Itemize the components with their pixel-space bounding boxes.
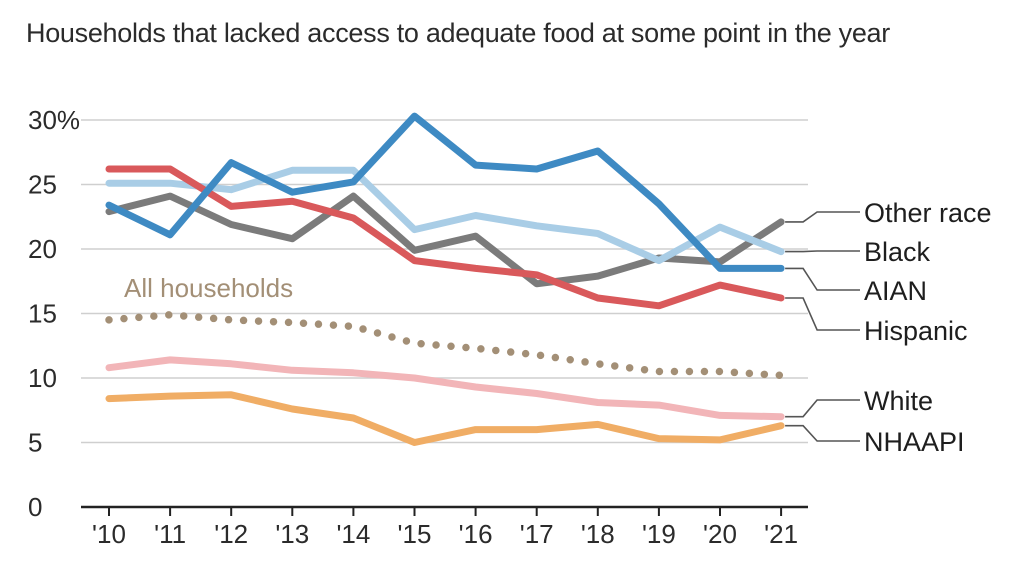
- series-line-black: [105, 166, 785, 265]
- series-line-all-households: [105, 311, 785, 380]
- legend-label: NHAAPI: [864, 427, 965, 457]
- x-tick-label: '17: [520, 519, 554, 549]
- x-tick-label: '12: [214, 519, 248, 549]
- series-annotation: All households: [124, 273, 293, 303]
- legend-label: Black: [864, 237, 931, 267]
- y-tick-label: 0: [28, 492, 42, 522]
- y-tick-label: 5: [28, 428, 42, 458]
- legend-leader-line: [785, 297, 860, 331]
- x-tick-label: '11: [154, 519, 186, 549]
- x-tick-label: '21: [764, 519, 798, 549]
- x-tick-label: '19: [642, 519, 676, 549]
- x-tick-label: '15: [398, 519, 432, 549]
- y-tick-label: 25: [28, 170, 57, 200]
- series-line-other-race: [105, 192, 785, 288]
- x-tick-label: '20: [703, 519, 737, 549]
- series-line-hispanic: [105, 165, 785, 310]
- x-tick-label: '10: [92, 519, 126, 549]
- legend-leader-line: [785, 399, 860, 418]
- x-tick-label: '13: [275, 519, 309, 549]
- annotations: All households: [124, 273, 293, 303]
- legend-leader-line: [785, 250, 860, 253]
- legend-label: AIAN: [864, 276, 927, 306]
- y-tick-label: 20: [28, 234, 57, 264]
- y-tick-label: 10: [28, 363, 57, 393]
- series-line-white: [105, 356, 785, 421]
- legend: Other race Black AIAN Hispanic White NHAAPI: [785, 198, 992, 457]
- y-axis-ticks: 30% 25 20 15 10 5 0: [28, 105, 80, 522]
- x-tick-label: '18: [581, 519, 615, 549]
- legend-label: Other race: [864, 198, 992, 228]
- legend-label: Hispanic: [864, 316, 968, 346]
- series-line-nhaapi: [105, 391, 785, 446]
- legend-leader-line: [785, 267, 860, 291]
- x-axis: '10 '11 '12 '13 '14 '15 '16 '17 '18 '19 '20 '21: [81, 505, 808, 549]
- x-tick-label: '14: [336, 519, 370, 549]
- series-lines: [105, 112, 785, 446]
- legend-leader-line: [785, 211, 860, 223]
- x-tick-label: '16: [459, 519, 493, 549]
- legend-leader-line: [785, 424, 860, 442]
- series-line-aian: [105, 112, 785, 272]
- y-tick-label: 15: [28, 299, 57, 329]
- chart-title: Households that lacked access to adequat…: [26, 18, 890, 48]
- legend-label: White: [864, 386, 933, 416]
- y-tick-label: 30%: [28, 105, 80, 135]
